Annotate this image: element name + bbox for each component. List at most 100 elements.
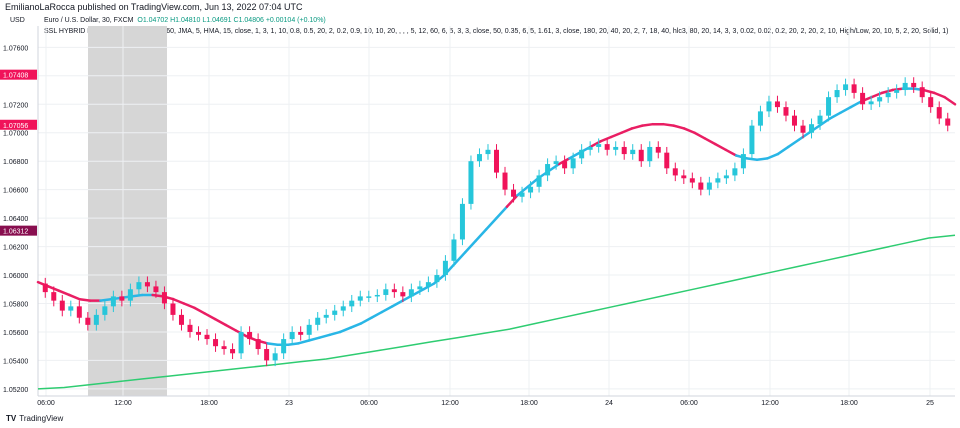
candle-body (408, 289, 414, 297)
x-tick-label: 23 (285, 400, 293, 407)
candle-body (621, 146, 627, 155)
candle-body (425, 282, 431, 287)
candle-body (715, 178, 721, 183)
price-label-box (0, 69, 37, 80)
candle-body (178, 314, 184, 325)
candle-body (221, 346, 227, 350)
candle-body (545, 164, 551, 176)
candle-body (536, 175, 542, 187)
candle-body (757, 111, 763, 126)
price-label-text: 1.07056 (3, 123, 28, 130)
baseline-segment (755, 157, 769, 162)
candle-body (723, 175, 729, 179)
baseline-segment (766, 152, 780, 160)
baseline-segment (370, 310, 384, 319)
price-label-text: 1.06312 (3, 229, 28, 236)
x-tick-label: 12:00 (114, 400, 132, 407)
baseline-segment (474, 228, 488, 243)
candle-body (902, 82, 908, 91)
baseline-segment (724, 148, 738, 157)
candle-body (826, 97, 832, 116)
candle-body (911, 82, 917, 88)
price-label-text: 1.07408 (3, 73, 28, 80)
y-tick-label: 1.07600 (3, 45, 28, 52)
baseline-segment (182, 302, 196, 310)
ema200-line (37, 234, 956, 390)
candle-body (298, 331, 304, 335)
baseline-segment (714, 142, 727, 152)
candle-body (681, 175, 687, 179)
candle-body (476, 154, 482, 162)
candle-body (170, 303, 176, 315)
candle-body (579, 149, 585, 159)
y-tick-label: 1.05400 (3, 358, 28, 365)
baseline-segment (463, 239, 477, 254)
candle-body (740, 154, 746, 169)
baseline-segment (516, 185, 530, 197)
candle-body (451, 239, 457, 261)
baseline-segment (849, 100, 863, 109)
candle-body (877, 97, 883, 102)
baseline-segment (224, 323, 238, 332)
candle-body (502, 172, 508, 190)
candle-body (196, 331, 202, 335)
candle-body (553, 161, 559, 165)
brand-name: TradingView (19, 414, 64, 423)
candle-body (698, 182, 704, 190)
candle-body (144, 282, 150, 287)
candle-body (774, 101, 780, 108)
x-tick-label: 06:00 (680, 400, 698, 407)
baseline-segment (922, 88, 936, 95)
candle-body (511, 189, 517, 197)
candle-body (315, 317, 321, 325)
baseline-segment (880, 88, 894, 95)
y-tick-label: 1.06000 (3, 273, 28, 280)
candle-body (655, 146, 661, 153)
baseline-segment (870, 91, 884, 99)
baseline-segment (609, 131, 623, 139)
candle-body (204, 334, 210, 340)
candle-body (834, 90, 840, 98)
candle-body (638, 149, 644, 162)
y-tick-label: 1.05200 (3, 387, 28, 394)
y-tick-label: 1.05600 (3, 330, 28, 337)
baseline-segment (641, 122, 655, 127)
candle-body (766, 101, 772, 112)
candle-body (42, 283, 48, 293)
candle-body (383, 289, 389, 295)
x-tick-label: 18:00 (840, 400, 858, 407)
baseline-segment (318, 333, 332, 339)
candle-body (281, 339, 287, 354)
candle-body (928, 97, 934, 108)
candle-body (332, 310, 338, 315)
baseline-segment (99, 297, 113, 302)
candle-body (357, 296, 363, 301)
symbol-legend: Euro / U.S. Dollar, 30, FXCM O1.04702 H1… (44, 17, 326, 24)
candle-body (85, 317, 91, 325)
baseline-segment (526, 177, 540, 189)
baseline-segment (932, 91, 946, 99)
baseline-segment (693, 131, 707, 140)
y-tick-label: 1.07000 (3, 131, 28, 138)
candle-body (783, 107, 789, 116)
baseline-segment (266, 342, 279, 347)
candle-body (247, 331, 253, 340)
candle-body (604, 144, 610, 150)
baseline-segment (68, 293, 81, 301)
candle-body (213, 339, 219, 347)
tradingview-brand: TV TradingView (6, 414, 63, 423)
candle-body (885, 92, 891, 98)
y-tick-label: 1.06400 (3, 216, 28, 223)
candle-body (230, 349, 236, 354)
baseline-segment (484, 216, 498, 231)
candle-body (110, 296, 116, 307)
tradingview-logo-icon: TV (6, 414, 17, 423)
candle-body (102, 306, 108, 315)
price-label-box (0, 119, 37, 130)
candle-body (860, 92, 866, 105)
baseline-segment (78, 297, 92, 302)
baseline-segment (213, 317, 227, 327)
candle-body (127, 289, 133, 301)
candle-body (749, 125, 755, 155)
